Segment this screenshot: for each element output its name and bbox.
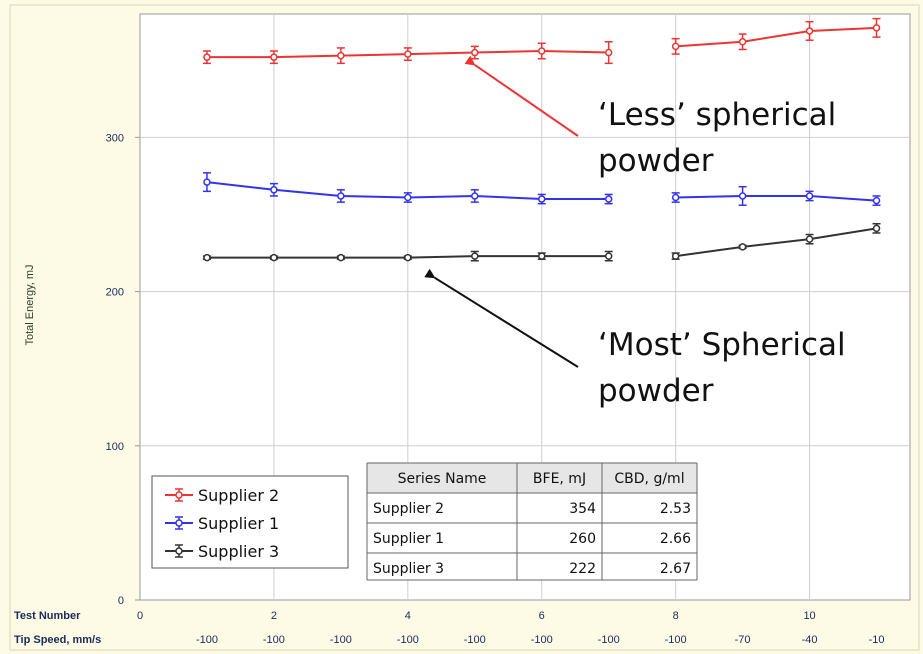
legend-item: Supplier 1 [165,514,279,533]
data-point [537,252,546,260]
annotation-text: ‘Less’ spherical [598,97,836,133]
tip-speed-label: -100 [598,634,620,646]
data-point [805,192,814,200]
data-point [604,195,613,203]
stats-table: Series Name BFE, mJ CBD, g/ml Supplier 2 354… [366,462,698,581]
y-tick-label: 300 [106,132,124,144]
table-cell: 2.53 [660,501,691,517]
data-point [203,253,211,262]
data-point [270,253,278,262]
y-tick-label: 100 [106,441,124,453]
legend-item: Supplier 2 [165,486,279,505]
data-point [270,53,278,61]
data-point [471,48,479,57]
table-body-bg [367,493,697,580]
data-point [805,235,814,243]
series-line [675,26,877,48]
series-supplier-2 [202,17,881,65]
data-point [471,192,479,200]
data-point [671,193,680,202]
data-point [738,243,747,251]
y-axis-title: Total Energy, mJ [24,264,36,345]
table-header-cell: BFE, mJ [533,471,586,487]
data-point [537,195,546,203]
legend-swatch-marker [175,547,183,555]
data-point [203,53,211,61]
tip-speed-label: -100 [196,634,218,646]
annotation-arrow [464,55,579,137]
data-point [872,196,881,205]
y-tick-label: 200 [106,287,124,299]
annotation-text: powder [598,373,714,409]
annotation-text: powder [598,143,714,179]
table-cell: 260 [569,531,596,547]
data-point [872,24,881,32]
legend-swatch-marker [175,491,183,499]
table-cell: 2.66 [660,531,691,547]
table-header-cell: CBD, g/ml [614,471,684,487]
table-cell: Supplier 1 [373,531,444,547]
data-point [738,192,747,200]
data-point [604,252,613,260]
legend-item: Supplier 3 [165,542,279,561]
data-point [471,252,479,260]
test-number-row-label: Test Number [14,610,81,622]
series-line [675,194,877,202]
tip-speed-label: -100 [464,634,486,646]
tip-speed-label: -40 [802,634,818,646]
table-cell: Supplier 2 [373,501,444,517]
table-header-cell: Series Name [398,471,487,487]
series-line [675,227,877,258]
data-point [203,178,211,186]
axes-layer: Total Energy, mJ Test Number Tip Speed, … [14,132,884,646]
data-point [404,193,412,202]
tip-speed-row-label: Tip Speed, mm/s [14,634,101,646]
tip-speed-label: -10 [869,634,885,646]
data-point [337,51,345,60]
table-header-bg [367,463,697,493]
tip-speed-label: -100 [531,634,553,646]
series-layer [202,17,881,262]
data-point [270,186,278,194]
legend: Supplier 2 Supplier 1 Supplier 3 [151,475,349,569]
series-supplier-3 [202,222,881,262]
tip-speed-label: -100 [397,634,419,646]
x-tick-label: 4 [405,610,411,622]
y-tick-label: 0 [118,595,124,607]
x-tick-label: 2 [271,610,277,622]
tip-speed-label: -100 [665,634,687,646]
table-cell: 2.67 [660,561,691,577]
data-point [671,252,680,260]
data-point [671,42,680,51]
legend-label: Supplier 2 [198,486,279,505]
table-cell: 222 [569,561,596,577]
table-cell: 354 [569,501,596,517]
annotation-text: ‘Most’ Spherical [598,327,846,363]
tip-speed-label: -100 [263,634,285,646]
data-point [738,38,747,46]
legend-swatch-marker [175,519,183,527]
annotation-arrow [424,268,579,368]
x-tick-label: 8 [673,610,679,622]
legend-label: Supplier 1 [198,514,279,533]
x-tick-label: 6 [539,610,545,622]
data-point [337,253,345,262]
data-point [404,50,412,58]
data-point [604,48,613,57]
x-tick-label: 0 [137,610,143,622]
tip-speed-label: -70 [735,634,751,646]
tip-speed-label: -100 [330,634,352,646]
data-point [404,253,412,262]
x-tick-label: 10 [803,610,815,622]
table-cell: Supplier 3 [373,561,444,577]
data-point [872,224,881,233]
legend-label: Supplier 3 [198,542,279,561]
data-point [537,47,546,55]
annotations-layer: ‘Less’ spherical powder ‘Most’ Spherical po… [424,55,846,409]
series-supplier-1 [202,172,881,206]
data-point [337,192,345,200]
data-point [805,27,814,35]
